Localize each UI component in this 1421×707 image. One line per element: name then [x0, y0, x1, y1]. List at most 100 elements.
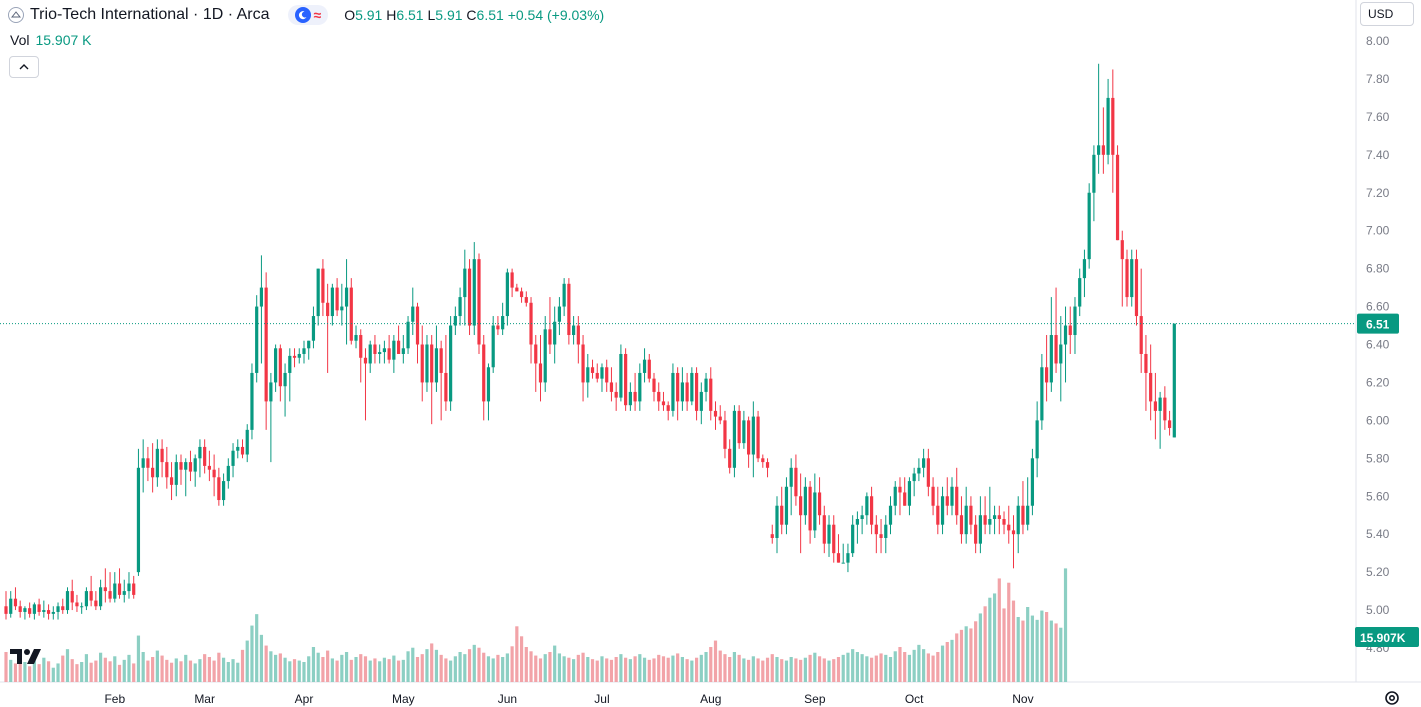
candle-body: [1172, 323, 1176, 438]
volume-bar: [737, 654, 741, 682]
candle-body: [212, 469, 216, 478]
volume-bar: [671, 655, 675, 682]
volume-bar: [449, 660, 453, 682]
candle-body: [1144, 353, 1148, 373]
candle-body: [302, 348, 306, 354]
volume-bar: [75, 664, 79, 682]
volume-bar: [259, 634, 264, 682]
tradingview-logo[interactable]: [10, 646, 46, 672]
volume-bar: [406, 651, 410, 682]
volume-bar: [761, 660, 765, 682]
candle-body: [198, 446, 202, 459]
volume-bar: [846, 652, 850, 682]
candle-body: [1153, 401, 1157, 411]
candle-body: [761, 458, 765, 463]
globe-icon: [8, 7, 24, 23]
candle-body: [538, 363, 543, 383]
candle-body: [245, 429, 249, 455]
candle-body: [959, 515, 964, 535]
candle-body: [869, 496, 874, 525]
collapse-legend-button[interactable]: [9, 56, 39, 78]
candle-body: [1163, 397, 1167, 421]
volume-bar: [51, 667, 55, 682]
volume-bar: [444, 658, 448, 682]
candle-body: [1134, 259, 1139, 317]
candle-body: [354, 335, 358, 341]
volume-bar: [661, 656, 666, 682]
volume-bar: [467, 649, 472, 682]
volume-bar: [676, 653, 680, 682]
volume-bar: [434, 649, 439, 682]
candle-body: [770, 534, 774, 538]
candle-body: [236, 446, 240, 451]
candle-body: [1115, 154, 1120, 241]
candle-body: [278, 348, 282, 387]
volume-legend: Vol 15.907 K: [10, 32, 92, 48]
candle-body: [534, 344, 538, 364]
candle-body: [747, 420, 751, 455]
candle-body: [567, 283, 571, 336]
candle-body: [548, 329, 552, 345]
candle-body: [321, 268, 325, 303]
volume-bar: [491, 658, 495, 682]
candle-body: [482, 344, 486, 402]
candle-body: [680, 382, 684, 402]
volume-bar: [794, 658, 798, 682]
candle-body: [945, 496, 949, 506]
y-tick-label: 6.00: [1366, 413, 1390, 427]
candle-body: [860, 515, 864, 520]
candle-body: [765, 462, 770, 468]
volume-bar: [789, 657, 793, 682]
candle-body: [614, 391, 618, 398]
candle-body: [184, 462, 188, 470]
volume-bar: [453, 656, 457, 682]
y-tick-label: 5.60: [1366, 489, 1390, 503]
volume-bar: [37, 664, 41, 682]
candle-body: [434, 348, 439, 383]
candle-body: [458, 297, 462, 317]
candle-body: [264, 287, 268, 402]
candle-body: [879, 534, 883, 538]
volume-value: 15.907 K: [35, 32, 92, 48]
volume-bar: [32, 660, 36, 682]
candle-body: [1007, 524, 1011, 531]
volume-bar: [113, 656, 117, 682]
volume-bar: [865, 656, 869, 682]
volume-bar: [240, 649, 245, 682]
volume-bar: [784, 660, 789, 682]
candle-body: [373, 344, 377, 354]
symbol-title[interactable]: Trio-Tech International · 1D · Arca: [30, 6, 270, 23]
volume-bar: [529, 651, 533, 682]
volume-bar: [605, 658, 609, 682]
y-tick-label: 7.80: [1366, 72, 1390, 86]
x-tick-label: Nov: [1012, 692, 1033, 706]
candle-body: [23, 608, 27, 612]
volume-bar: [770, 654, 774, 682]
volume-bar: [354, 657, 358, 682]
volume-bar: [922, 649, 926, 682]
volume-bar: [978, 613, 982, 682]
volume-bar: [392, 655, 396, 682]
last-volume-label: 15.907K: [1360, 631, 1406, 645]
volume-bar: [344, 652, 349, 682]
volume-bar: [378, 661, 382, 682]
close-label: C: [466, 7, 477, 23]
volume-bar: [718, 650, 722, 682]
volume-bar: [288, 661, 292, 682]
candle-body: [217, 477, 221, 501]
currency-button[interactable]: USD: [1360, 2, 1414, 26]
y-tick-label: 7.60: [1366, 110, 1390, 124]
candle-body: [576, 325, 580, 345]
volume-bar: [997, 578, 1001, 682]
session-toggle[interactable]: ≈: [287, 5, 329, 25]
candle-body: [269, 382, 273, 402]
candle-body: [543, 329, 547, 383]
candle-body: [165, 462, 169, 478]
volume-bar: [330, 658, 334, 682]
gear-icon[interactable]: [1383, 689, 1401, 707]
candle-body: [855, 519, 859, 525]
y-tick-label: 6.20: [1366, 375, 1390, 389]
ohlc-values: O5.91 H6.51 L5.91 C6.51 +0.54 (+9.03%): [344, 7, 604, 23]
candle-body: [330, 287, 334, 317]
